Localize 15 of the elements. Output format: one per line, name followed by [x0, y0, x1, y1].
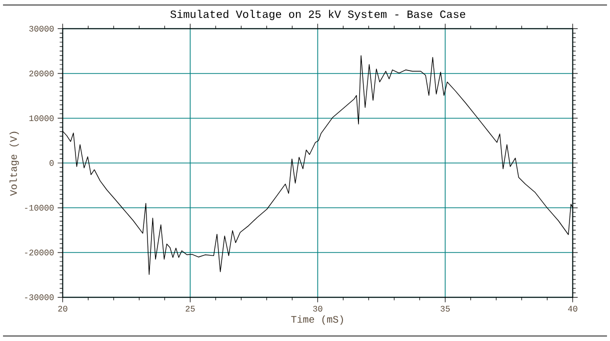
x-tick-label: 25 — [186, 306, 195, 312]
x-tick-label: 35 — [440, 306, 450, 312]
y-axis-title: Voltage (V) — [10, 132, 19, 196]
chart-title: Simulated Voltage on 25 kV System - Base Case — [170, 10, 466, 20]
y-tick-label: -10000 — [25, 204, 54, 211]
y-tick-label: -30000 — [25, 294, 54, 300]
x-tick-label: 20 — [58, 306, 68, 312]
x-tick-label: 40 — [568, 306, 578, 312]
x-axis-title: Time (mS) — [291, 315, 343, 325]
y-tick-label: 20000 — [29, 70, 54, 76]
x-tick-label: 30 — [313, 306, 322, 312]
y-tick-label: -20000 — [25, 250, 54, 256]
y-tick-label: 0 — [50, 160, 54, 166]
y-tick-label: 30000 — [29, 26, 54, 32]
y-tick-label: 10000 — [29, 115, 54, 122]
